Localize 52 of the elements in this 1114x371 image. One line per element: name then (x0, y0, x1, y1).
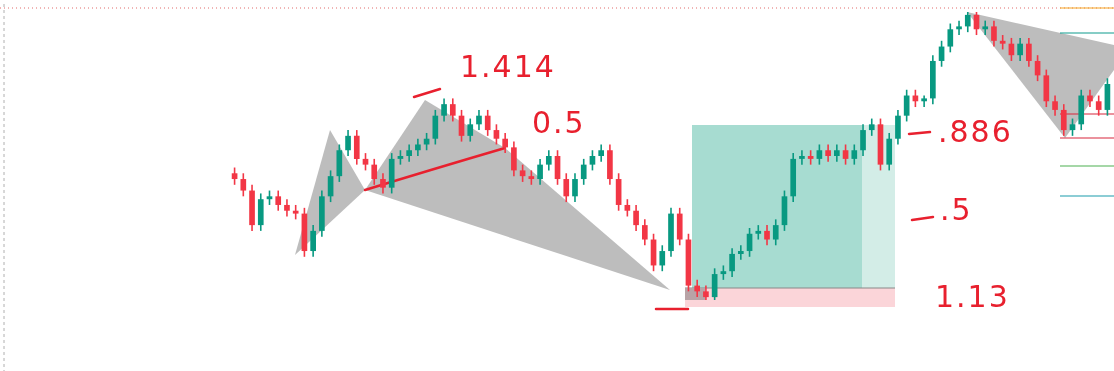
candlestick (755, 224, 762, 241)
candlestick (772, 218, 779, 247)
candlestick (484, 109, 491, 137)
candlestick (1026, 37, 1032, 68)
candlestick (493, 123, 500, 146)
candlestick (641, 218, 648, 247)
candlestick (764, 224, 770, 247)
candlestick (1095, 94, 1102, 117)
candlestick (353, 129, 360, 166)
candlestick (345, 129, 351, 157)
candlestick (371, 158, 378, 186)
candlestick (537, 158, 543, 186)
annotation: .5 (940, 192, 973, 227)
candlestick (956, 19, 962, 36)
candlestick (441, 97, 447, 123)
candlestick (860, 123, 866, 157)
candlestick (511, 140, 517, 177)
candlestick (1017, 37, 1023, 62)
candlestick (964, 11, 971, 33)
candlestick (563, 172, 570, 203)
candlestick (502, 132, 508, 154)
candlestick (432, 109, 439, 146)
candlestick (545, 149, 552, 172)
candlestick (947, 22, 954, 54)
candlestick (851, 143, 858, 166)
candlestick (895, 109, 901, 146)
candlestick (1052, 94, 1058, 117)
candlestick (729, 247, 735, 278)
candlestick (476, 109, 482, 131)
candlestick (659, 244, 666, 272)
candlestick (589, 149, 596, 172)
candlestick (982, 19, 989, 36)
candlestick (903, 88, 910, 123)
candlestick (240, 172, 247, 198)
annotation: 1.13 (935, 279, 1010, 314)
annotation: 1.414 (460, 49, 556, 84)
candlestick (275, 189, 282, 212)
candlestick (633, 204, 639, 232)
annotation: .886 (938, 114, 1013, 149)
candlestick (816, 143, 823, 166)
candlestick (580, 158, 587, 186)
candlestick (572, 172, 578, 203)
candlestick (1060, 103, 1067, 137)
candlestick (737, 244, 744, 261)
candlestick (310, 224, 316, 258)
candlestick (991, 19, 997, 48)
annotation: 0.5 (532, 105, 586, 140)
candlestick (467, 117, 474, 143)
candlestick (380, 172, 386, 195)
candlestick (799, 149, 805, 166)
candlestick (842, 143, 849, 166)
candlestick (449, 97, 456, 123)
